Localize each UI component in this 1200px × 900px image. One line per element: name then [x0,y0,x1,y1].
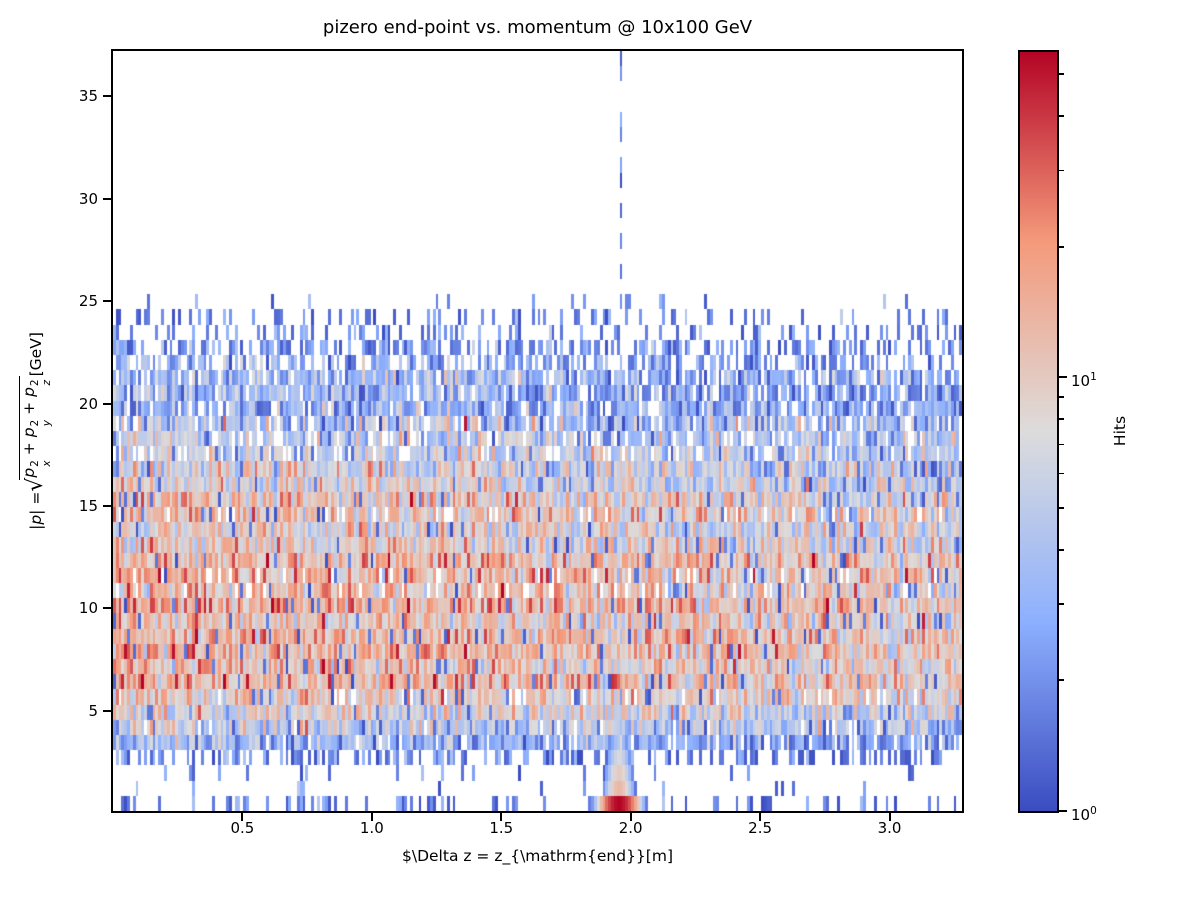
colorbar-major-tick [1059,376,1067,379]
colorbar-tick-label: 100 [1071,805,1097,824]
x-tick-mark [629,813,632,821]
colorbar-minor-tick [1059,548,1064,551]
y-tick-label: 30 [78,189,98,208]
colorbar-minor-tick [1059,443,1064,446]
x-tick-label: 2.5 [748,819,773,837]
colorbar-label: Hits [1111,415,1129,447]
colorbar-minor-tick [1059,472,1064,475]
y-tick-mark [103,607,111,610]
colorbar-minor-tick [1059,418,1064,421]
x-tick-label: 0.5 [230,819,255,837]
x-tick-mark [370,813,373,821]
y-tick-label: 10 [78,599,98,618]
colorbar-tick-label: 101 [1071,371,1097,391]
y-tick-mark [103,197,111,200]
y-tick-mark [103,402,111,405]
x-tick-label: 2.0 [618,819,643,837]
y-tick-mark [103,300,111,303]
colorbar-minor-tick [1059,603,1064,605]
x-tick-mark [759,813,762,821]
colorbar-minor-tick [1059,506,1064,509]
colorbar-minor-tick [1059,679,1064,682]
x-tick-label: 1.0 [359,819,384,837]
y-tick-label: 35 [78,87,98,106]
x-tick-label: 3.0 [877,819,902,837]
heatmap-canvas [113,51,962,811]
chart-title: pizero end-point vs. momentum @ 10x100 G… [322,17,753,38]
colorbar-minor-tick [1059,73,1064,76]
colorbar-major-tick [1059,810,1067,812]
x-tick-label: 1.5 [489,819,514,837]
x-tick-mark [500,813,503,821]
colorbar-gradient [1020,52,1057,811]
colorbar-minor-tick [1059,169,1064,172]
colorbar-minor-tick [1059,245,1064,248]
y-tick-mark [103,505,111,508]
colorbar [1018,50,1059,813]
x-tick-mark [888,813,891,821]
y-tick-label: 20 [78,394,98,413]
x-tick-mark [241,813,244,821]
y-tick-label: 15 [78,497,98,516]
y-tick-mark [103,709,111,712]
y-tick-label: 25 [78,292,98,311]
colorbar-minor-tick [1059,396,1064,399]
x-axis-label: $\Delta z = z_{\mathrm{end}}[m] [402,847,673,865]
radical-sign: √ [22,477,48,492]
y-tick-label: 5 [88,701,98,720]
colorbar-minor-tick [1059,115,1064,118]
y-tick-mark [103,95,111,98]
